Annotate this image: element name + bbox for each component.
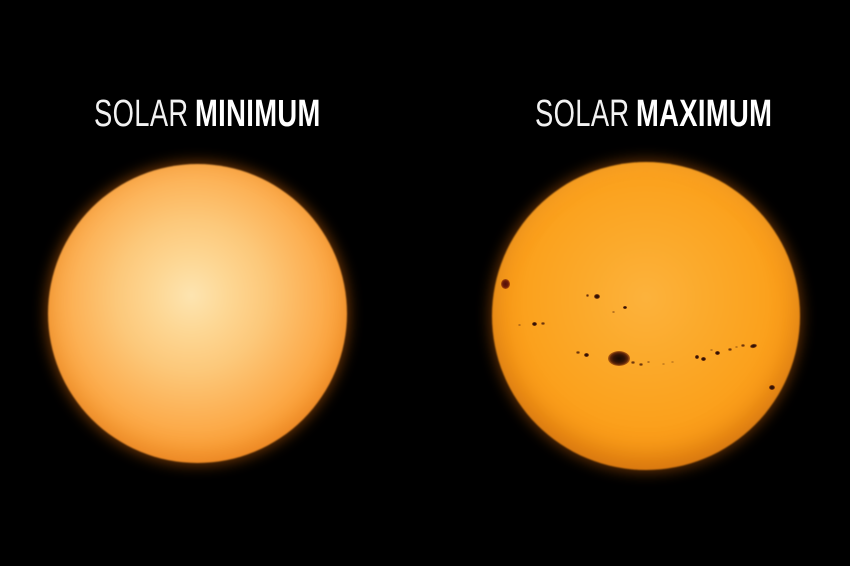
solar-minimum-sun	[48, 164, 347, 463]
sunspot	[541, 321, 545, 325]
sunspot	[531, 322, 537, 326]
sunspot	[639, 362, 643, 366]
solar-maximum-title-word-bold: MAXIMUM	[636, 93, 773, 135]
sunspot	[700, 357, 706, 361]
sunspot	[646, 361, 650, 363]
sunspot	[594, 293, 600, 299]
sunspot	[661, 363, 665, 365]
solar-minimum-title-word-bold: MINIMUM	[195, 93, 321, 135]
sunspot	[709, 349, 713, 351]
sunspot	[695, 355, 699, 359]
sunspot	[608, 350, 630, 366]
sunspot	[741, 343, 745, 347]
sunspot	[517, 324, 521, 326]
sunspot	[576, 350, 580, 354]
solar-maximum-sun	[492, 162, 800, 470]
solar-minimum-title-word-light: SOLAR	[93, 93, 189, 135]
solar-maximum-sunspots-layer	[492, 162, 800, 470]
solar-maximum-title: SOLAR MAXIMUM	[535, 93, 772, 135]
sunspot	[734, 346, 738, 348]
sunspot	[714, 351, 720, 355]
sunspot	[611, 311, 615, 313]
sunspot	[631, 360, 635, 364]
sunspot	[749, 343, 757, 349]
sunspot	[585, 293, 589, 297]
sunspot	[623, 305, 627, 309]
solar-maximum-title-word-light: SOLAR	[535, 93, 630, 135]
sunspot	[728, 347, 732, 351]
solar-minimum-sun-disk	[48, 164, 347, 463]
solar-minimum-sunspots-layer	[48, 164, 347, 463]
sunspot	[670, 361, 674, 363]
sunspot	[583, 353, 589, 357]
solar-minimum-title: SOLAR MINIMUM	[93, 93, 320, 135]
sunspot	[769, 384, 775, 390]
sunspot	[500, 279, 510, 289]
solar-maximum-sun-disk	[492, 162, 800, 470]
